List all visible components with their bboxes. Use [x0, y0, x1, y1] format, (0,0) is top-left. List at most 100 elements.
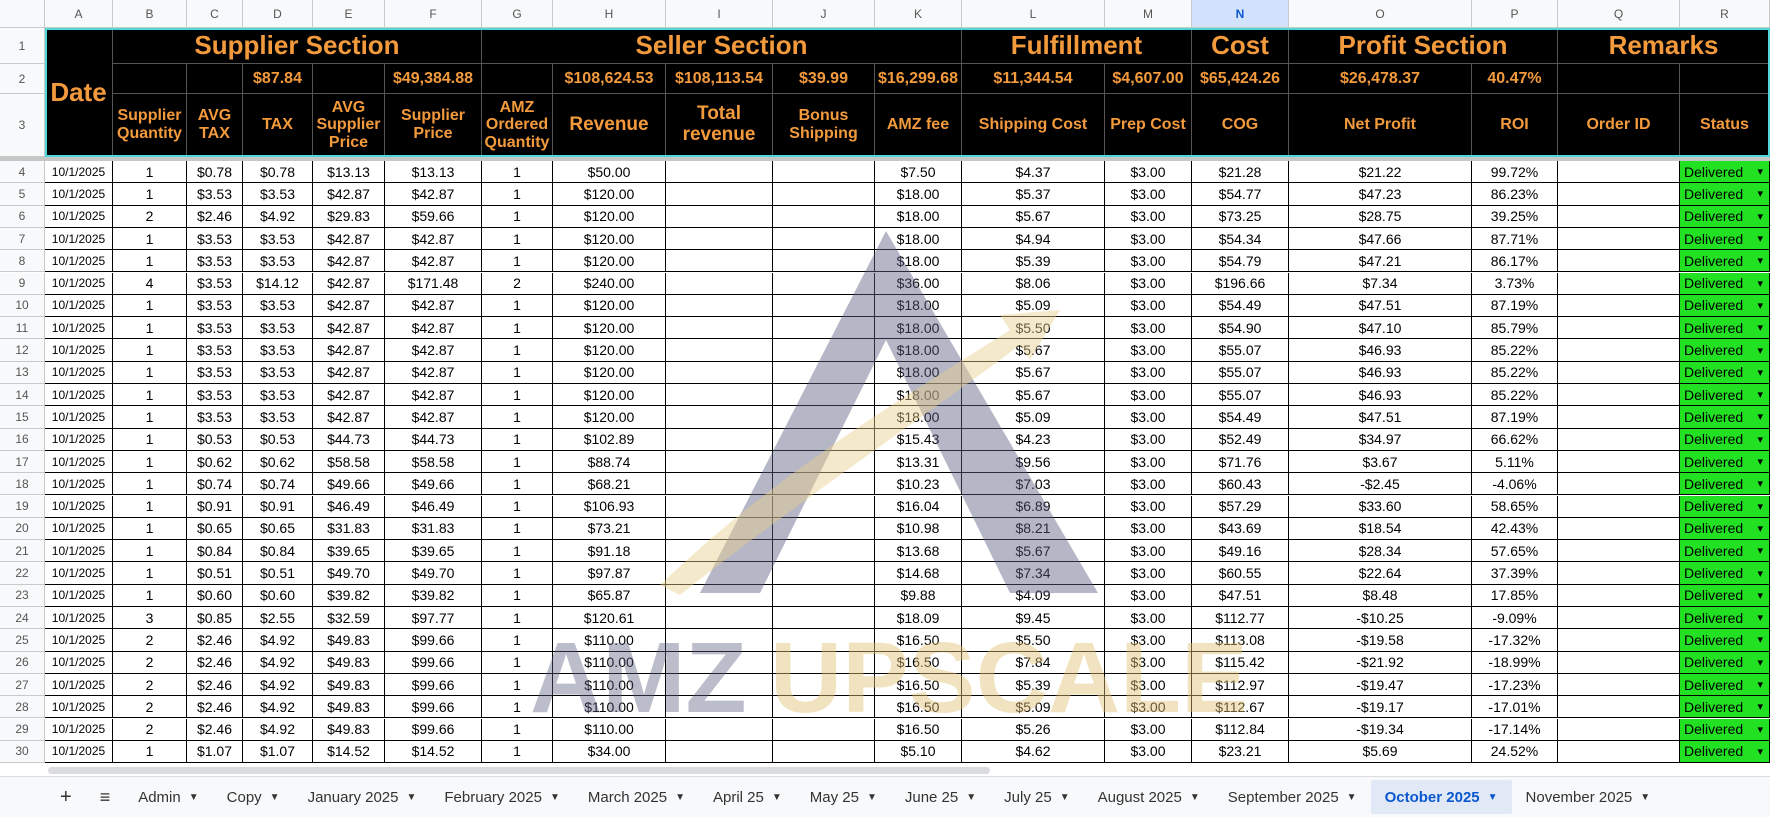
status-dropdown[interactable]: Delivered ▾ — [1680, 361, 1770, 384]
status-dropdown[interactable]: Delivered ▾ — [1680, 651, 1770, 674]
status-dropdown[interactable]: Delivered ▾ — [1680, 183, 1770, 206]
tab-menu[interactable]: ▼ — [269, 791, 280, 803]
status-dropdown[interactable]: Delivered ▾ — [1680, 339, 1770, 362]
tab-menu[interactable]: ▼ — [675, 791, 685, 803]
status-dropdown[interactable]: Delivered ▾ — [1680, 384, 1770, 407]
status-dropdown[interactable]: Delivered ▾ — [1680, 450, 1770, 474]
status-dropdown[interactable]: Delivered ▾ — [1680, 696, 1770, 719]
status-dropdown[interactable]: Delivered ▾ — [1680, 718, 1770, 741]
tab-label: May 25 — [809, 788, 859, 806]
cell: $0.53 — [243, 428, 313, 451]
cell — [666, 673, 773, 697]
status-dropdown[interactable]: Delivered ▾ — [1680, 250, 1770, 273]
status-dropdown[interactable]: Delivered ▾ — [1680, 562, 1770, 585]
status-dropdown[interactable]: Delivered ▾ — [1680, 517, 1770, 541]
cell: $4.62 — [962, 740, 1105, 764]
sheet-tab[interactable]: June 25 ▼ — [891, 780, 990, 814]
cell: $18.00 — [875, 250, 962, 273]
cell: $42.87 — [313, 406, 385, 429]
cell: 10/1/2025 — [45, 473, 113, 496]
cell: $3.53 — [187, 317, 243, 340]
sheet-tab[interactable]: March 2025 ▼ — [574, 780, 699, 814]
cell: $18.00 — [875, 384, 962, 407]
status-dropdown[interactable]: Delivered ▾ — [1680, 473, 1770, 496]
tab-menu[interactable]: ▼ — [1189, 791, 1200, 803]
cell: 1 — [113, 317, 187, 340]
total: $16,299.68 — [875, 64, 962, 94]
sheet-tab[interactable]: November 2025 ▼ — [1512, 780, 1665, 814]
cell — [773, 517, 875, 541]
tab-menu[interactable]: ▼ — [1640, 791, 1651, 803]
status-dropdown[interactable]: Delivered ▾ — [1680, 540, 1770, 563]
status-dropdown[interactable]: Delivered ▾ — [1680, 495, 1770, 518]
sheet-tab[interactable]: May 25 ▼ — [796, 780, 891, 814]
column-letter: L — [962, 0, 1105, 28]
status-dropdown[interactable]: Delivered ▾ — [1680, 205, 1770, 228]
sheet-tab[interactable]: Admin ▼ — [124, 780, 212, 814]
sheet-tab[interactable]: Copy ▼ — [213, 780, 294, 814]
row-number: 2 — [0, 64, 45, 94]
tab-menu[interactable]: ▼ — [771, 791, 782, 803]
tab-menu[interactable]: ▼ — [1487, 791, 1498, 803]
tab-menu[interactable]: ▼ — [866, 791, 877, 803]
status-dropdown[interactable]: Delivered ▾ — [1680, 629, 1770, 652]
column-label: Supplier Price — [385, 94, 482, 157]
status-dropdown[interactable]: Delivered ▾ — [1680, 428, 1770, 451]
cell: $7.50 — [875, 161, 962, 184]
cell: 10/1/2025 — [45, 317, 113, 340]
cell: $196.66 — [1192, 272, 1289, 295]
cell: $120.00 — [553, 227, 666, 251]
tab-menu[interactable]: ▼ — [1059, 791, 1070, 803]
sheet-tab[interactable]: January 2025 ▼ — [294, 780, 431, 814]
row-number: 26 — [0, 651, 45, 674]
sheet-tab[interactable]: September 2025 ▼ — [1214, 780, 1371, 814]
cell — [666, 317, 773, 340]
all-sheets[interactable]: ≡ — [99, 786, 111, 807]
status-dropdown[interactable]: Delivered ▾ — [1680, 294, 1770, 318]
row-number: 29 — [0, 718, 45, 741]
cell: $99.66 — [385, 651, 482, 674]
row-number: 20 — [0, 517, 45, 541]
cell: 57.65% — [1472, 540, 1558, 563]
sheet-tab[interactable]: February 2025 ▼ — [430, 780, 573, 814]
cell: 1 — [113, 161, 187, 184]
cell: $49.70 — [313, 562, 385, 585]
sheet-tab[interactable]: October 2025 ▼ — [1370, 780, 1512, 814]
tab-menu[interactable]: ▼ — [549, 791, 560, 803]
add-sheet[interactable]: + — [60, 785, 72, 808]
status-dropdown[interactable]: Delivered ▾ — [1680, 607, 1770, 630]
cell: 3.73% — [1472, 272, 1558, 295]
cell: 1 — [482, 406, 553, 429]
status-dropdown[interactable]: Delivered ▾ — [1680, 161, 1770, 184]
sheet-tab[interactable]: July 25 ▼ — [990, 780, 1083, 814]
cell: 10/1/2025 — [45, 250, 113, 273]
status-dropdown[interactable]: Delivered ▾ — [1680, 406, 1770, 429]
cell: $44.73 — [313, 428, 385, 451]
cell: 1 — [113, 562, 187, 585]
tab-menu[interactable]: ▼ — [1346, 791, 1357, 803]
status-dropdown[interactable]: Delivered ▾ — [1680, 317, 1770, 340]
row-number: 30 — [0, 740, 45, 764]
section-header: Profit Section — [1289, 28, 1558, 64]
cell — [1558, 740, 1680, 764]
sheet-tab[interactable]: April 25 ▼ — [699, 780, 796, 814]
cell — [773, 740, 875, 764]
tab-label: October 2025 — [1384, 788, 1480, 806]
cell: $7.84 — [962, 651, 1105, 674]
cell: $3.53 — [243, 317, 313, 340]
cell — [773, 584, 875, 607]
cell: 2 — [113, 696, 187, 719]
tab-menu[interactable]: ▼ — [406, 791, 417, 803]
status-dropdown[interactable]: Delivered ▾ — [1680, 673, 1770, 697]
cell: $0.60 — [187, 584, 243, 607]
status-dropdown[interactable]: Delivered ▾ — [1680, 227, 1770, 251]
status-dropdown[interactable]: Delivered ▾ — [1680, 584, 1770, 607]
status-dropdown[interactable]: Delivered ▾ — [1680, 272, 1770, 295]
cell — [666, 629, 773, 652]
tab-menu[interactable]: ▼ — [966, 791, 977, 803]
tab-menu[interactable]: ▼ — [188, 791, 199, 803]
cell: $46.93 — [1289, 361, 1472, 384]
sheet-tab[interactable]: August 2025 ▼ — [1084, 780, 1214, 814]
cell: $106.93 — [553, 495, 666, 518]
status-dropdown[interactable]: Delivered ▾ — [1680, 740, 1770, 764]
